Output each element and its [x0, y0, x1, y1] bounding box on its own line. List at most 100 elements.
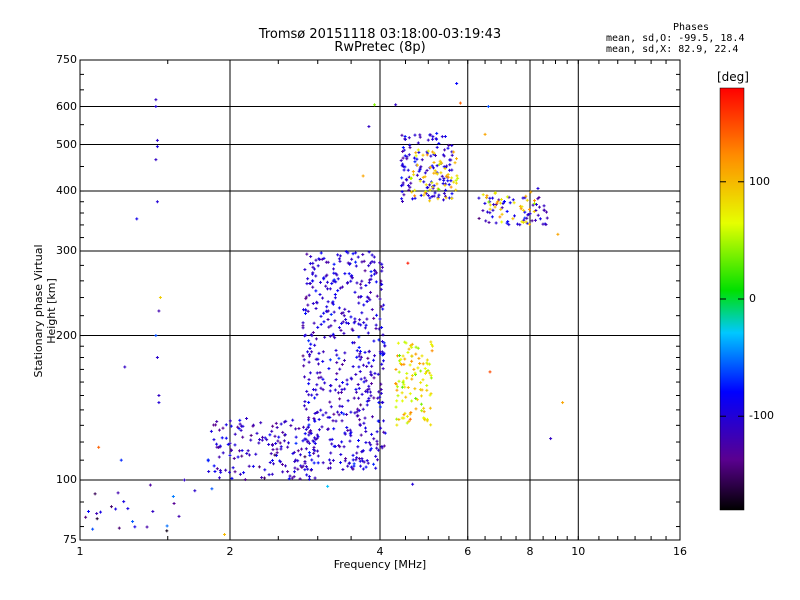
echo-point: [375, 294, 379, 298]
echo-point: [407, 136, 411, 140]
x-tick-label: 16: [673, 545, 687, 558]
echo-point: [116, 491, 120, 495]
echo-point: [282, 439, 286, 443]
echo-point: [505, 209, 509, 213]
echo-point: [453, 161, 457, 165]
echo-point: [362, 421, 366, 425]
echo-point: [370, 308, 374, 312]
y-tick-label: 75: [63, 533, 77, 546]
echo-point: [534, 208, 538, 212]
echo-point: [306, 303, 310, 307]
echo-point: [488, 211, 492, 215]
echo-point: [224, 423, 228, 427]
echo-point: [531, 203, 535, 207]
echo-point: [380, 362, 384, 366]
echo-point: [245, 452, 249, 456]
echo-point: [377, 401, 381, 405]
echo-point: [93, 492, 97, 496]
echo-point: [303, 459, 307, 463]
echo-point: [532, 202, 536, 206]
echo-point: [267, 473, 271, 477]
echo-point: [413, 371, 417, 375]
echo-point: [417, 150, 421, 154]
echo-point: [155, 200, 159, 204]
echo-point: [435, 145, 439, 149]
echo-point: [448, 158, 452, 162]
echo-point: [416, 366, 420, 370]
echo-point: [400, 176, 404, 180]
echo-point: [365, 403, 369, 407]
echo-point: [430, 349, 434, 353]
echo-point: [331, 302, 335, 306]
echo-point: [312, 451, 316, 455]
echo-point: [416, 346, 420, 350]
echo-point: [525, 198, 529, 202]
echo-point: [339, 390, 343, 394]
echo-point: [413, 133, 417, 137]
echo-point: [310, 350, 314, 354]
echo-point: [402, 416, 406, 420]
echo-point: [410, 377, 414, 381]
echo-point: [361, 363, 365, 367]
echo-point: [420, 409, 424, 413]
echo-point: [365, 459, 369, 463]
echo-point: [329, 384, 333, 388]
echo-point: [302, 358, 306, 362]
echo-point: [432, 166, 436, 170]
echo-point: [408, 363, 412, 367]
echo-point: [357, 386, 361, 390]
echo-point: [321, 350, 325, 354]
echo-point: [325, 305, 329, 309]
echo-point: [340, 285, 344, 289]
echo-point: [433, 191, 437, 195]
colorbar-tick-label: -100: [749, 409, 774, 423]
echo-point: [319, 408, 323, 412]
echo-point: [353, 320, 357, 324]
echo-point: [241, 424, 245, 428]
echo-point: [332, 267, 336, 271]
echo-point: [336, 391, 340, 395]
echo-point: [404, 341, 408, 345]
echo-point: [229, 424, 233, 428]
echo-point: [328, 358, 332, 362]
echo-point: [238, 422, 242, 426]
echo-point: [378, 395, 382, 399]
echo-point: [408, 412, 412, 416]
echo-point: [450, 192, 454, 196]
echo-point: [356, 255, 360, 259]
echo-point: [354, 458, 358, 462]
echo-point: [326, 415, 330, 419]
echo-point: [419, 193, 423, 197]
echo-point: [307, 441, 311, 445]
echo-point: [331, 332, 335, 336]
echo-point: [283, 433, 287, 437]
echo-point: [342, 445, 346, 449]
echo-point: [372, 272, 376, 276]
colorbar-ticks: [720, 181, 744, 417]
echo-point: [406, 386, 410, 390]
echo-point: [520, 205, 524, 209]
echo-point: [351, 467, 355, 471]
echo-point: [448, 163, 452, 167]
echo-point: [354, 387, 358, 391]
echo-point: [533, 218, 537, 222]
echo-point: [260, 438, 264, 442]
echo-point: [369, 373, 373, 377]
echo-point: [306, 439, 310, 443]
echo-point: [218, 468, 222, 472]
echo-point: [133, 525, 137, 529]
echo-point: [360, 311, 364, 315]
echo-point: [348, 262, 352, 266]
echo-point: [312, 321, 316, 325]
echo-point: [308, 347, 312, 351]
echo-point: [347, 272, 351, 276]
echo-point: [349, 274, 353, 278]
echo-point: [281, 470, 285, 474]
echo-point: [367, 441, 371, 445]
echo-point: [369, 443, 373, 447]
echo-point: [415, 398, 419, 402]
echo-point: [316, 264, 320, 268]
echo-point: [455, 174, 459, 178]
echo-point: [338, 384, 342, 388]
echo-point: [135, 217, 139, 221]
